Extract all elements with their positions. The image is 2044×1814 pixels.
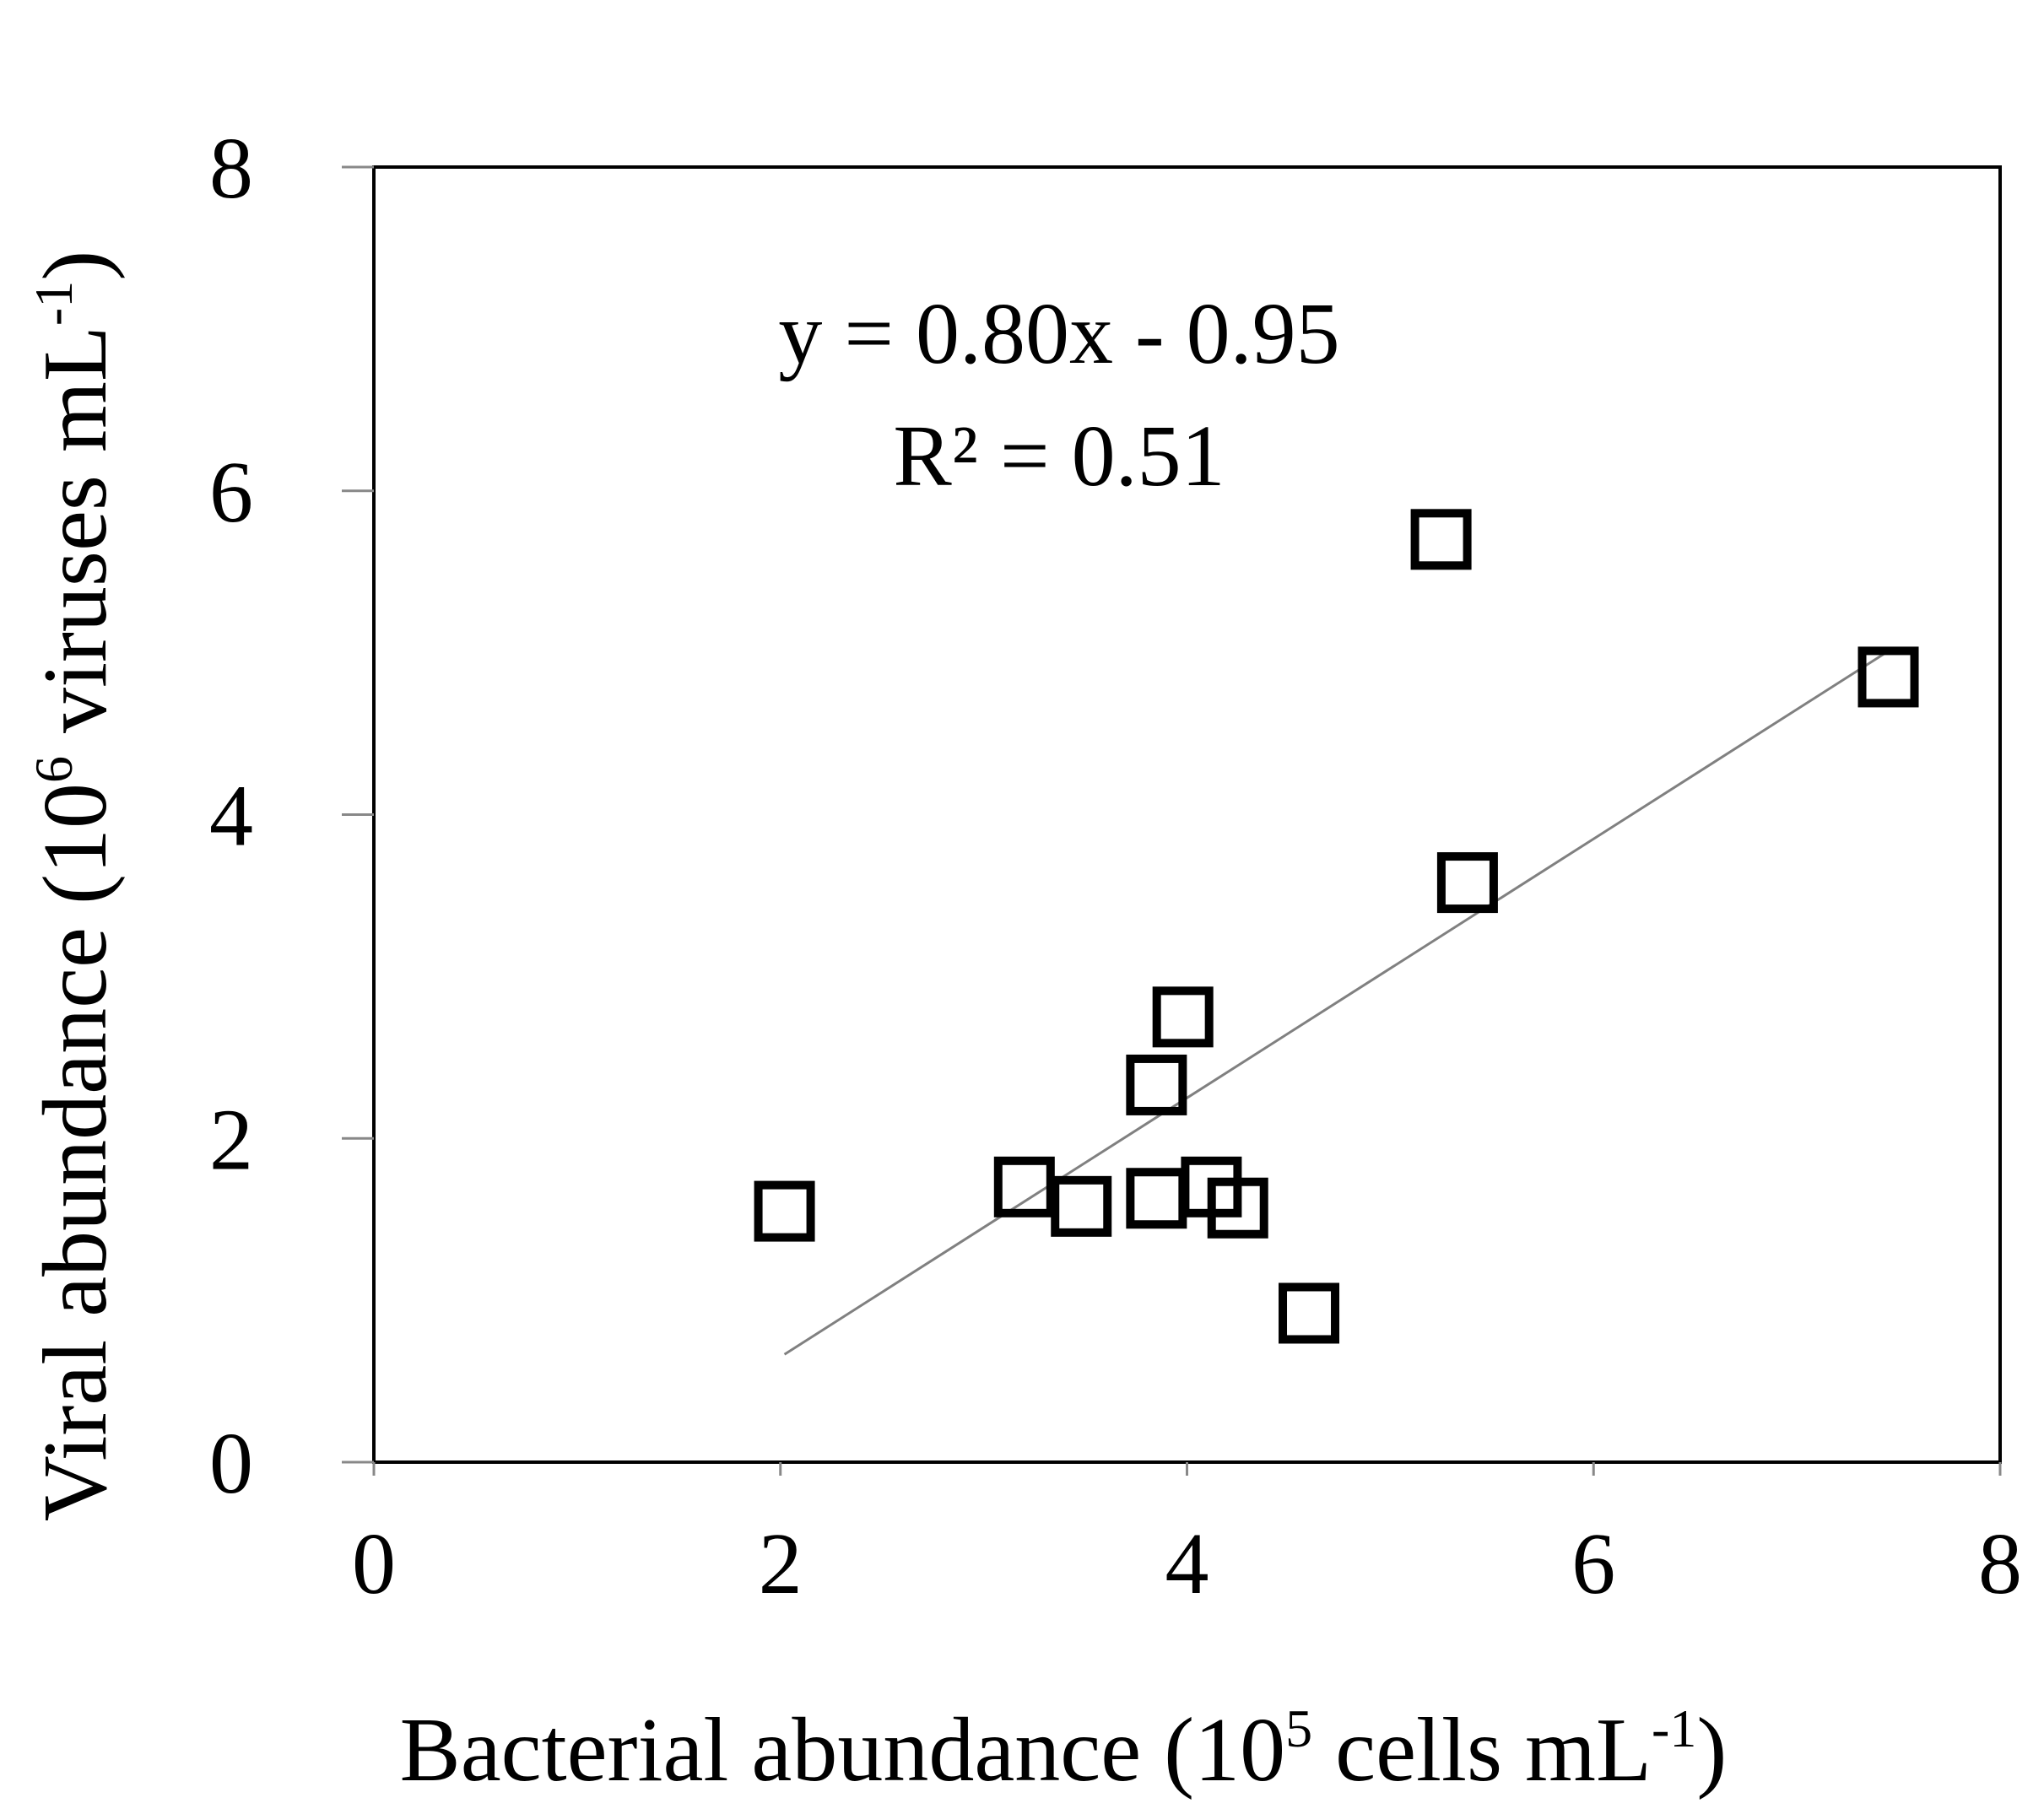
trendline [783,650,1890,1356]
y-axis-title-close: ) [25,251,126,281]
y-tick-label: 6 [209,444,253,541]
y-axis-title: Viral abundance (106 viruses mL-1) [24,251,126,1521]
data-point [1207,1177,1268,1239]
data-point [1436,852,1498,914]
axis-ticks: 0 2 4 6 8 0 2 4 6 8 [209,120,2022,1612]
y-tick-label: 0 [209,1415,253,1512]
x-tick-label: 6 [1571,1515,1615,1612]
data-point [993,1156,1055,1217]
y-axis-title-unit: viruses mL [25,326,126,756]
data-point [1051,1175,1112,1237]
x-tick-label: 0 [352,1515,396,1612]
trendline-equation: y = 0.80x - 0.95 [778,285,1339,382]
y-tick-label: 2 [209,1091,253,1188]
y-axis-title-exponent: 6 [24,756,84,783]
x-tick-label: 8 [1978,1515,2022,1612]
data-point [1126,1054,1187,1115]
x-tick-label: 4 [1165,1515,1209,1612]
data-point [1410,509,1472,570]
data-point [1126,1168,1187,1229]
x-axis-title-close: ) [1696,1700,1727,1801]
x-axis-title-exponent: 5 [1285,1698,1312,1758]
data-point [1857,646,1919,708]
data-point [1152,986,1214,1048]
data-points [754,509,1919,1356]
y-tick-label: 8 [209,120,253,217]
y-axis-title-unit-exponent: -1 [24,281,84,326]
x-axis-title: Bacterial abundance (105 cells mL-1) [400,1698,1728,1801]
x-tick-label: 2 [759,1515,803,1612]
x-axis-title-main: Bacterial abundance (10 [400,1700,1285,1801]
y-axis-title-main: Viral abundance (10 [25,783,126,1521]
data-point [1279,1282,1340,1344]
trendline-r-squared: R² = 0.51 [893,408,1225,505]
y-tick-label: 4 [209,768,253,865]
x-axis-title-unit: cells mL [1312,1700,1652,1801]
data-point [754,1180,815,1242]
x-axis-title-unit-exponent: -1 [1652,1698,1696,1758]
